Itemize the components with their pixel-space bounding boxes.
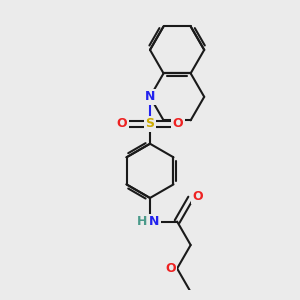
Text: N: N [149, 215, 159, 228]
Text: O: O [165, 262, 175, 275]
Text: N: N [145, 90, 155, 103]
Text: O: O [192, 190, 203, 202]
Text: O: O [117, 117, 127, 130]
Text: S: S [146, 117, 154, 130]
Text: O: O [173, 117, 183, 130]
Text: H: H [137, 215, 147, 228]
